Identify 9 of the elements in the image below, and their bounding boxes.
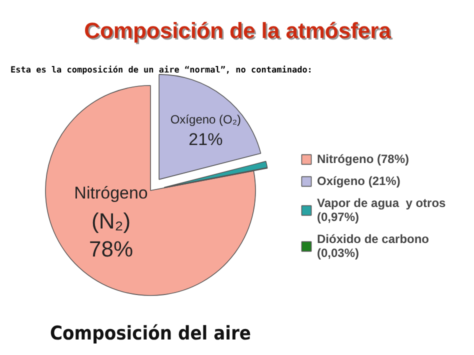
legend-label: Nitrógeno (78%) — [317, 152, 410, 166]
chart-subtitle: Esta es la composición de un aire “normal”, no contaminado: — [10, 66, 312, 76]
legend-label: Dióxido de carbono (0,03%) — [317, 232, 430, 260]
text: Composición del aire — [50, 322, 252, 344]
legend-label: Oxígeno (21%) — [317, 174, 400, 188]
chart-title: Composición de la atmósfera — [86, 20, 394, 44]
legend-label: Vapor de agua y otros (0,97%) — [317, 196, 446, 224]
data-label: Oxígeno (O₂) 21% — [170, 112, 242, 150]
data-label: Nitrógeno (N₂) 78% — [74, 183, 148, 262]
